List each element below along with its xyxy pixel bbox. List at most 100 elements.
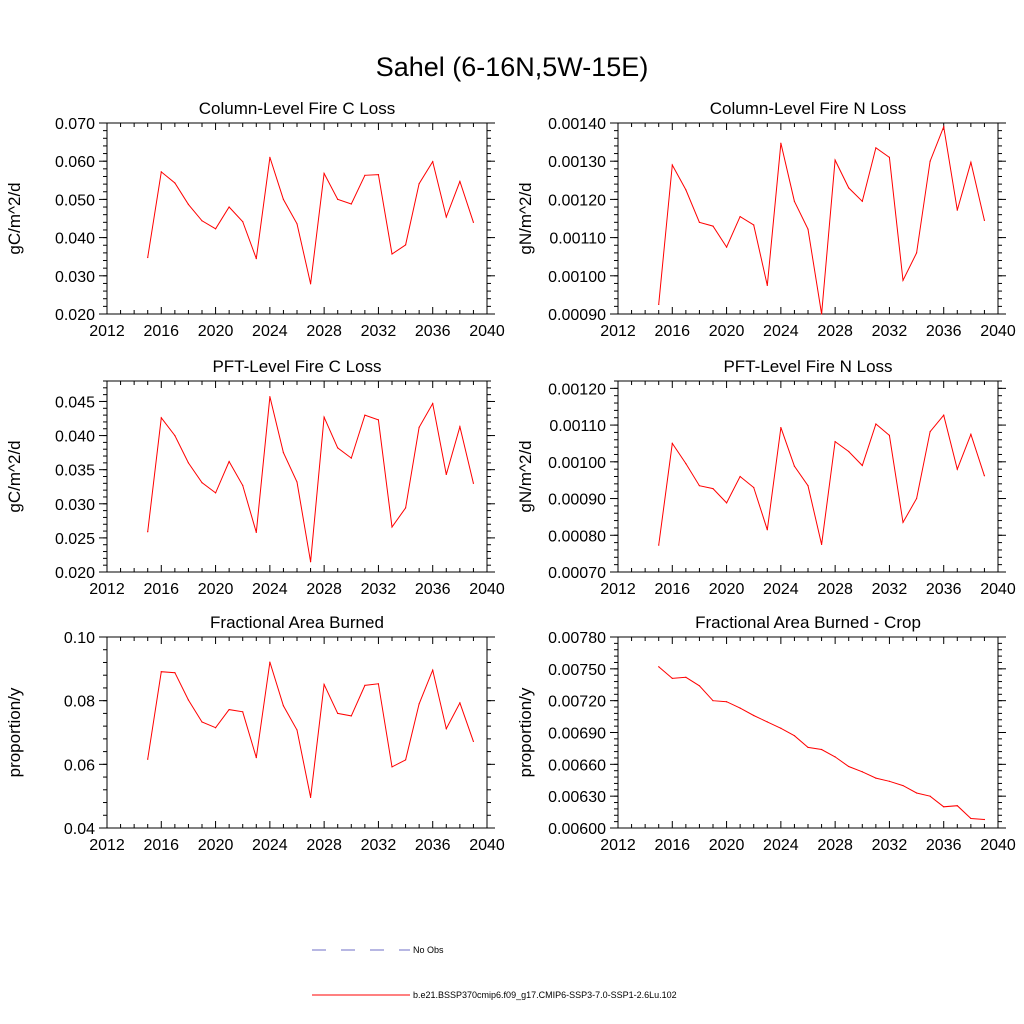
y-tick-label: 0.040 [55,429,95,446]
data-point [445,728,447,730]
data-point [160,417,162,419]
data-point [685,463,687,465]
panel-title: Fractional Area Burned [210,613,384,632]
x-tick-label: 2020 [198,581,234,598]
data-point [174,182,176,184]
y-tick-label: 0.04 [64,821,95,838]
data-point [391,766,393,768]
x-tick-label: 2024 [763,581,799,598]
data-point [888,434,891,436]
data-point [807,228,809,230]
y-tick-label: 0.00070 [548,565,606,582]
x-tick-label: 2028 [306,581,342,598]
data-point [929,431,931,433]
y-tick-label: 0.050 [55,192,95,209]
data-point [753,486,755,489]
data-point [698,221,701,223]
data-point [902,784,904,787]
panel-title: Column-Level Fire C Loss [199,99,396,118]
data-point [472,740,475,743]
data-point [201,482,203,484]
panel-title: PFT-Level Fire C Loss [212,357,381,376]
data-point [350,203,352,205]
x-tick-label: 2016 [143,323,179,340]
x-tick-label: 2016 [143,581,179,598]
data-point [228,708,230,711]
y-tick-label: 0.00090 [548,492,606,509]
legend-obs-label: No Obs [413,945,444,955]
data-point [187,203,190,205]
data-point [970,161,972,163]
data-point [915,497,918,500]
data-point [282,198,285,200]
y-tick-label: 0.00120 [548,192,606,209]
x-tick-label: 2028 [306,837,342,854]
data-point [793,735,796,737]
data-point [404,759,407,761]
y-tick-label: 0.00630 [548,789,606,806]
data-point [658,544,660,546]
chart-panel: PFT-Level Fire N Loss gN/m^2/d 2012 2016 202… [516,357,1016,598]
data-point [377,683,380,685]
legend: No Obs b.e21.BSSP370cmip6.f09_g17.CMIP6-… [312,945,677,1000]
y-tick-label: 0.00130 [548,154,606,171]
x-tick-label: 2016 [654,323,690,340]
x-tick-label: 2036 [415,323,451,340]
x-tick-label: 2012 [600,837,636,854]
data-point [943,126,945,128]
x-tick-label: 2020 [709,837,745,854]
data-point [404,507,407,509]
y-axis-label: proportion/y [5,687,24,777]
data-point [861,771,863,773]
data-point [712,488,714,490]
x-tick-label: 2040 [469,837,505,854]
data-point [848,187,850,189]
data-point [983,818,986,821]
x-tick-label: 2032 [872,323,908,340]
data-point [174,672,176,674]
figure-title: Sahel (6-16N,5W-15E) [376,52,649,82]
data-point [685,676,687,678]
data-point [201,220,203,222]
data-point [323,172,325,175]
y-axis-label: proportion/y [516,687,535,777]
data-point [888,156,891,158]
x-tick-label: 2020 [709,323,745,340]
data-point [432,402,434,405]
data-point [296,223,298,225]
x-tick-label: 2032 [872,837,908,854]
x-tick-label: 2028 [817,323,853,340]
data-point [983,475,986,477]
data-point [309,283,312,285]
data-point [834,441,836,443]
data-point [780,142,782,144]
data-point [147,758,149,760]
data-point [861,200,863,202]
y-tick-label: 0.00120 [548,381,606,398]
y-tick-label: 0.00750 [548,662,606,679]
data-point [739,475,741,478]
data-point [432,669,434,671]
x-tick-label: 2016 [143,837,179,854]
y-tick-label: 0.070 [55,116,95,133]
data-point [269,661,271,663]
data-point [269,396,271,398]
data-point [658,666,660,668]
data-point [174,434,176,437]
data-point [698,685,701,687]
data-point [970,817,972,820]
data-point [282,452,285,454]
data-point [255,757,257,759]
data-point [418,183,420,185]
data-point [187,462,190,464]
data-point [780,427,782,429]
data-point [712,700,714,702]
data-point [337,447,339,449]
x-tick-label: 2028 [817,581,853,598]
data-point [766,721,768,723]
y-tick-label: 0.06 [64,757,95,774]
y-tick-label: 0.040 [55,231,95,248]
y-tick-label: 0.020 [55,307,95,324]
x-tick-label: 2040 [980,837,1016,854]
